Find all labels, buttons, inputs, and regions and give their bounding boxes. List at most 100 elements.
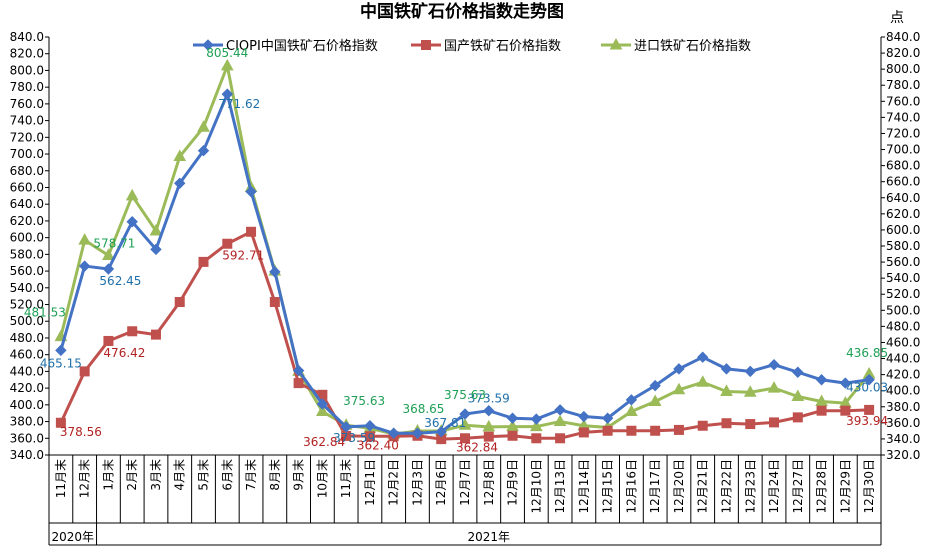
category-label: 12月20日	[672, 459, 686, 514]
category-label: 10月末	[315, 459, 329, 498]
left-tick-label: 360.0	[10, 431, 44, 445]
data-point	[421, 40, 431, 50]
data-point	[126, 216, 138, 228]
category-label: 12月7日	[458, 459, 472, 506]
data-point	[769, 417, 780, 428]
data-label: 578.71	[93, 236, 135, 250]
category-label: 8月末	[268, 459, 282, 491]
series-2	[54, 58, 876, 439]
data-point	[696, 375, 710, 387]
category-label: 12月27日	[791, 459, 805, 514]
left-tick-label: 440.0	[10, 364, 44, 378]
legend-label: 进口铁矿石价格指数	[634, 38, 751, 54]
data-point	[745, 419, 756, 430]
data-point	[625, 394, 638, 406]
right-tick-label: 420.0	[886, 368, 920, 382]
data-label: 373.59	[468, 392, 510, 406]
data-point	[220, 58, 234, 71]
left-tick-label: 520.0	[10, 298, 44, 312]
data-label: 481.53	[24, 306, 66, 320]
data-point	[609, 37, 623, 50]
series-group	[54, 58, 876, 445]
category-label: 12月30日	[862, 459, 876, 514]
category-label: 12月末	[78, 459, 92, 498]
data-point	[198, 256, 209, 267]
data-point	[768, 359, 780, 371]
data-point	[340, 421, 352, 433]
category-label: 12月24日	[767, 459, 781, 514]
data-point	[459, 408, 471, 420]
data-point	[483, 404, 495, 417]
category-label: 9月末	[292, 459, 306, 491]
legend-item-2: 进口铁矿石价格指数	[601, 37, 751, 54]
right-tick-label: 580.0	[886, 239, 920, 253]
right-tick-label: 660.0	[886, 175, 920, 189]
data-point	[506, 412, 519, 424]
data-point	[673, 363, 685, 375]
data-point	[174, 177, 186, 190]
data-point	[103, 335, 114, 346]
category-label: 12月10日	[529, 459, 543, 514]
right-tick-label: 460.0	[886, 335, 920, 349]
data-label: 805.44	[206, 46, 248, 60]
right-tick-label: 740.0	[886, 110, 920, 124]
data-label: 771.62	[218, 97, 260, 111]
category-label: 12月14日	[577, 459, 591, 514]
category-label: 12月3日	[410, 459, 424, 506]
data-point	[316, 404, 329, 417]
left-tick-label: 600.0	[10, 231, 44, 245]
left-tick-label: 620.0	[10, 214, 44, 228]
category-label: 12月1日	[363, 459, 377, 506]
right-tick-label: 700.0	[886, 143, 920, 157]
data-point	[245, 185, 257, 198]
category-label: 11月末	[339, 459, 353, 498]
data-point	[506, 419, 519, 432]
data-point	[482, 419, 496, 432]
data-label: 362.40	[357, 438, 399, 452]
data-point	[578, 427, 589, 438]
category-label: 6月末	[220, 459, 234, 491]
data-point	[411, 427, 424, 439]
data-point	[864, 404, 875, 415]
data-point	[293, 378, 304, 389]
data-point	[816, 405, 827, 416]
data-point	[531, 433, 542, 444]
category-label: 12月8日	[482, 459, 496, 506]
data-point	[387, 427, 400, 439]
data-label: 368.65	[402, 402, 444, 416]
series-line	[59, 92, 870, 435]
right-tick-label: 480.0	[886, 319, 920, 333]
data-point	[102, 263, 115, 275]
data-label: 362.84	[456, 440, 498, 454]
data-point	[815, 394, 828, 406]
year-label-2020: 2020年	[51, 530, 94, 544]
data-point	[507, 430, 518, 441]
data-label: 373.59	[333, 431, 375, 445]
data-label: 375.63	[444, 388, 486, 402]
right-tick-label: 560.0	[886, 255, 920, 269]
category-label: 3月末	[149, 459, 163, 491]
right-tick-label: 760.0	[886, 94, 920, 108]
series-line	[59, 230, 870, 441]
data-point	[578, 410, 590, 423]
right-tick-label: 780.0	[886, 78, 920, 92]
category-label: 12月22日	[719, 459, 733, 514]
category-label: 12月28日	[815, 459, 829, 514]
data-label: 375.63	[343, 394, 385, 408]
data-point	[149, 223, 163, 236]
right-axis-unit: 点	[890, 10, 904, 26]
data-point	[649, 379, 661, 392]
right-tick-label: 360.0	[886, 416, 920, 430]
data-point	[292, 364, 305, 377]
left-tick-label: 760.0	[10, 97, 44, 111]
category-label: 12月16日	[624, 459, 638, 514]
category-label: 2月末	[125, 459, 139, 491]
right-tick-label: 380.0	[886, 400, 920, 414]
data-point	[435, 426, 447, 438]
data-point	[602, 425, 613, 436]
data-point	[554, 404, 566, 416]
data-point	[246, 226, 257, 237]
right-tick-label: 620.0	[886, 207, 920, 221]
data-point	[483, 431, 494, 442]
